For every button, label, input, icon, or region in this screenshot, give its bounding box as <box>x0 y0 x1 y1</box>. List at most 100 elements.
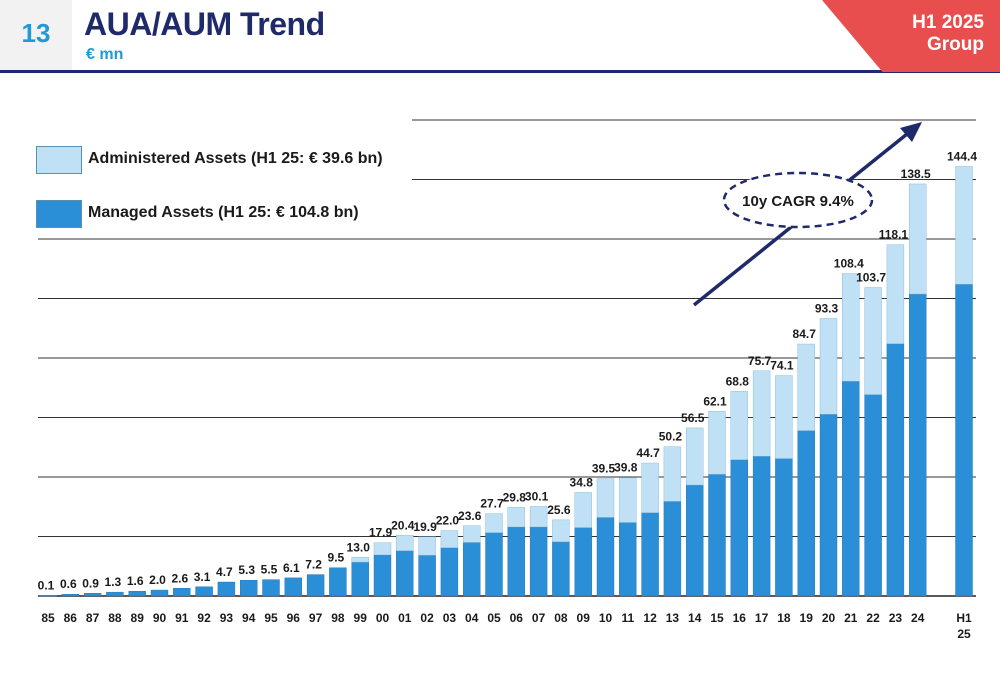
bar-administered <box>819 318 838 415</box>
header-divider <box>0 70 1000 73</box>
x-tick-label: 90 <box>153 611 167 625</box>
bar-administered <box>663 446 682 502</box>
bar-managed <box>284 577 302 597</box>
scope-tag-scope: Group <box>927 34 984 55</box>
x-tick-label: 94 <box>242 611 256 625</box>
data-label: 138.5 <box>901 167 931 181</box>
bar-managed <box>955 284 973 597</box>
bar-managed <box>128 591 146 597</box>
page-number-panel <box>0 0 72 72</box>
x-tick-label: 23 <box>889 611 903 625</box>
x-tick-label: 87 <box>86 611 100 625</box>
legend-swatch-administered <box>36 146 82 174</box>
bar-managed <box>440 547 459 597</box>
bar-managed <box>239 580 258 597</box>
bar-administered <box>574 492 592 528</box>
bar-managed <box>61 594 79 597</box>
x-tick-label: 16 <box>733 611 747 625</box>
legend-swatch-managed <box>36 200 82 228</box>
data-label: 7.2 <box>305 558 322 572</box>
bar-administered <box>529 506 548 528</box>
data-label: 2.6 <box>171 571 188 585</box>
x-tick-label: 86 <box>64 611 78 625</box>
data-label: 108.4 <box>834 257 864 271</box>
bar-administered <box>373 542 392 556</box>
bar-managed <box>396 550 414 597</box>
data-label: 0.9 <box>82 576 99 590</box>
bar-administered <box>619 477 637 523</box>
bar-administered <box>708 411 726 475</box>
bar-managed <box>106 591 124 597</box>
data-label: 39.8 <box>614 461 638 475</box>
x-tick-label: 93 <box>220 611 234 625</box>
bar-administered <box>842 273 860 382</box>
x-tick-label: 04 <box>465 611 479 625</box>
bar-managed <box>708 474 726 597</box>
bar-managed <box>819 414 838 597</box>
data-label: 19.9 <box>413 520 437 534</box>
x-tick-label: 88 <box>108 611 122 625</box>
bar-administered <box>507 507 525 528</box>
data-label: 5.3 <box>238 563 255 577</box>
data-label: 56.5 <box>681 411 705 425</box>
bar-managed <box>619 522 637 597</box>
data-label: 34.8 <box>570 475 594 489</box>
x-tick-label: 25 <box>957 627 971 641</box>
bar-administered <box>440 530 459 549</box>
bar-administered <box>797 343 815 431</box>
x-tick-label: 14 <box>688 611 702 625</box>
bar-administered <box>775 375 793 459</box>
bar-managed <box>306 574 325 597</box>
data-label: 118.1 <box>879 228 909 242</box>
bar-managed <box>730 459 748 597</box>
data-label: 50.2 <box>659 430 683 444</box>
x-tick-label: 10 <box>599 611 613 625</box>
x-tick-label: 21 <box>844 611 858 625</box>
data-label: 2.0 <box>149 573 166 587</box>
x-tick-label: 17 <box>755 611 769 625</box>
data-label: 25.6 <box>547 503 571 517</box>
bar-managed <box>596 517 615 597</box>
data-label: 4.7 <box>216 565 233 579</box>
x-tick-label: 22 <box>866 611 880 625</box>
x-tick-label: 15 <box>710 611 724 625</box>
x-tick-label: 02 <box>420 611 434 625</box>
x-tick-label: 05 <box>487 611 501 625</box>
x-tick-label: 98 <box>331 611 345 625</box>
bar-administered <box>886 244 905 344</box>
data-label: 93.3 <box>815 301 839 315</box>
bar-managed <box>886 343 905 597</box>
bar-managed <box>909 293 927 597</box>
bar-administered <box>485 513 503 533</box>
bar-managed <box>173 588 191 597</box>
cagr-trend-arrowhead <box>900 122 922 142</box>
x-tick-label: 18 <box>777 611 791 625</box>
data-label: 84.7 <box>793 327 817 341</box>
bar-administered <box>864 287 882 395</box>
bar-managed <box>373 554 392 597</box>
scope-tag-period: H1 2025 <box>912 12 984 33</box>
page-title: AUA/AUM Trend <box>84 6 325 42</box>
x-tick-label: 09 <box>577 611 591 625</box>
bar-administered <box>351 557 369 563</box>
scope-tag-text: H1 2025 Group <box>912 12 984 56</box>
x-tick-label: 03 <box>443 611 457 625</box>
x-tick-label: 07 <box>532 611 546 625</box>
bar-managed <box>262 579 280 597</box>
x-tick-label: 19 <box>800 611 814 625</box>
bar-administered <box>752 370 771 457</box>
bar-managed <box>574 527 592 597</box>
bar-managed <box>641 512 659 597</box>
bar-administered <box>418 536 436 556</box>
bar-managed <box>195 586 213 597</box>
x-tick-label: 12 <box>643 611 657 625</box>
page-number: 13 <box>21 18 51 48</box>
data-label: 0.1 <box>38 579 55 593</box>
data-label: 13.0 <box>347 540 371 554</box>
x-tick-label: 01 <box>398 611 412 625</box>
bar-managed <box>529 526 548 597</box>
bar-administered <box>552 519 570 543</box>
bar-managed <box>752 455 771 597</box>
bar-managed <box>217 581 236 597</box>
